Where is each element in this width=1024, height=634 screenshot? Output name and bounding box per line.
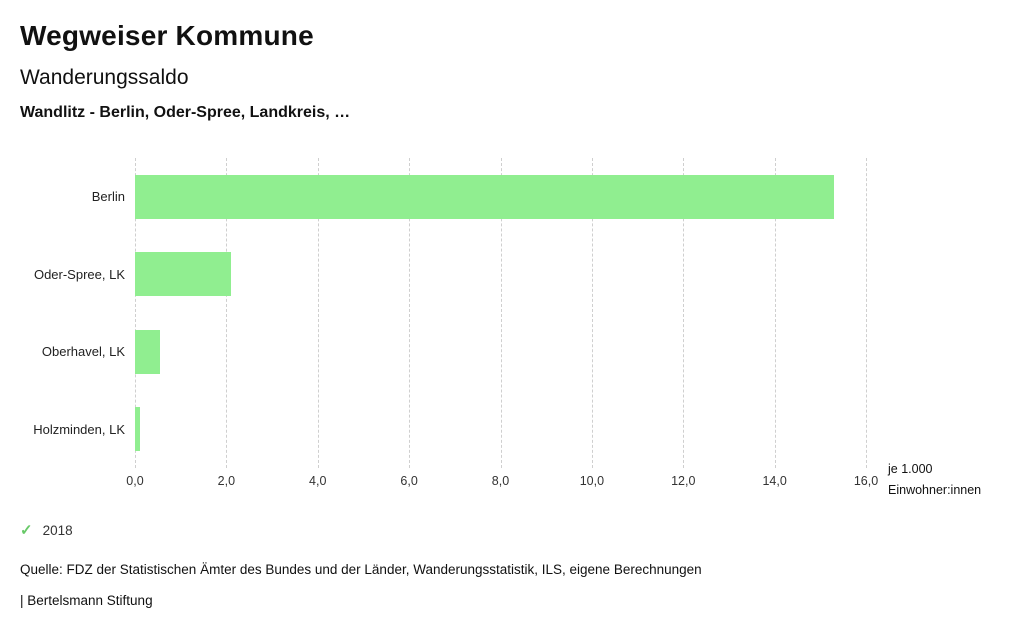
- gridlines: [135, 158, 867, 468]
- bar-track: [135, 174, 866, 219]
- gridline: [591, 158, 593, 468]
- bar-chart: Berlin Oder-Spree, LK Oberhavel, LK Holzmin…: [20, 158, 878, 490]
- x-axis: 0,0 2,0 4,0 6,0 8,0 10,0 12,0 14,0 16,0: [126, 474, 878, 490]
- category-label: Berlin: [91, 189, 125, 205]
- x-axis-unit-label: je 1.000 Einwohner:innen: [888, 459, 981, 501]
- chart-row: Oder-Spree, LK: [20, 236, 866, 314]
- attribution-note: | Bertelsmann Stiftung: [20, 593, 153, 608]
- page-title: Wegweiser Kommune: [20, 20, 314, 51]
- x-tick-label: 14,0: [762, 474, 787, 488]
- x-tick-label: 2,0: [217, 474, 236, 488]
- gridline: [500, 158, 502, 468]
- legend[interactable]: ✓ 2018: [20, 523, 73, 538]
- legend-year-label: 2018: [42, 523, 73, 538]
- bar-track: [135, 407, 866, 452]
- x-tick-label: 16,0: [853, 474, 879, 488]
- chart-bar[interactable]: [135, 174, 835, 219]
- category-label: Oberhavel, LK: [41, 344, 125, 360]
- category-label: Oder-Spree, LK: [33, 266, 125, 282]
- chart-bar[interactable]: [135, 407, 140, 452]
- chart-title: Wanderungssaldo: [20, 66, 189, 89]
- plot-area: Berlin Oder-Spree, LK Oberhavel, LK Holzmin…: [20, 158, 867, 468]
- gridline: [226, 158, 228, 468]
- check-icon: ✓: [20, 522, 33, 539]
- chart-bar[interactable]: [135, 329, 161, 374]
- unit-label-line2: Einwohner:innen: [888, 483, 982, 497]
- x-tick-label: 10,0: [579, 474, 605, 488]
- gridline: [683, 158, 685, 468]
- unit-label-line1: je 1.000: [888, 462, 933, 476]
- gridline: [866, 158, 867, 468]
- bar-track: [135, 329, 866, 374]
- chart-subtitle-selection: Wandlitz - Berlin, Oder-Spree, Landkreis…: [20, 104, 351, 121]
- gridline: [409, 158, 411, 468]
- x-tick-label: 6,0: [400, 474, 418, 488]
- chart-row: Holzminden, LK: [20, 391, 866, 469]
- category-label: Holzminden, LK: [33, 421, 125, 437]
- gridline: [135, 158, 136, 468]
- gridline: [317, 158, 319, 468]
- chart-row: Oberhavel, LK: [20, 313, 866, 391]
- bar-track: [135, 252, 866, 297]
- chart-row: Berlin: [20, 158, 866, 236]
- chart-rows: Berlin Oder-Spree, LK Oberhavel, LK Holzmin…: [20, 158, 866, 468]
- x-tick-label: 12,0: [671, 474, 696, 488]
- gridline: [774, 158, 776, 468]
- x-tick-label: 0,0: [126, 474, 144, 488]
- x-tick-label: 8,0: [491, 474, 510, 488]
- source-note: Quelle: FDZ der Statistischen Ämter des …: [20, 562, 702, 577]
- chart-bar[interactable]: [135, 252, 231, 297]
- x-tick-label: 4,0: [309, 474, 327, 488]
